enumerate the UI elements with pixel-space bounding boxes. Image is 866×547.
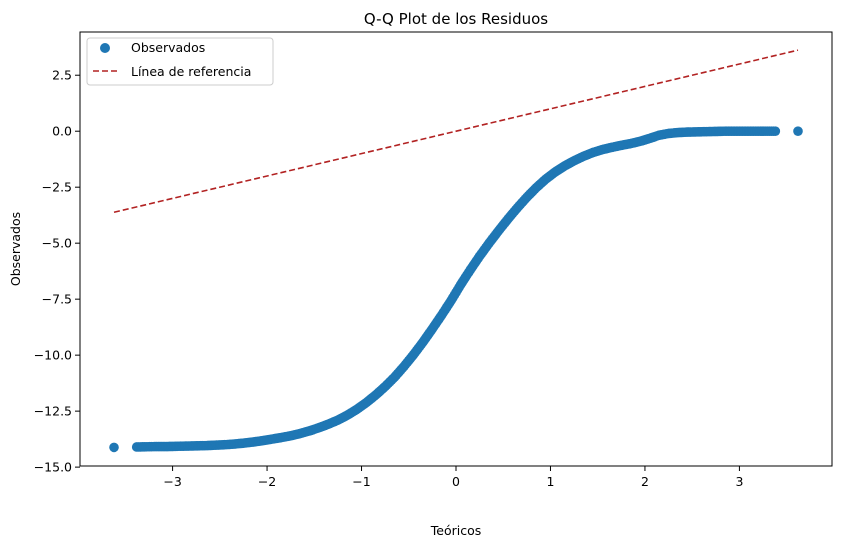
y-tick-label: −15.0: [34, 460, 72, 475]
observed-points-series: [109, 126, 803, 453]
observed-point: [770, 126, 781, 137]
legend: Observados Línea de referencia: [86, 37, 274, 86]
y-tick-label: −10.0: [34, 348, 72, 363]
chart-title: Q-Q Plot de los Residuos: [364, 10, 548, 28]
y-tick-label: −7.5: [42, 292, 72, 307]
x-tick-label: −3: [163, 474, 181, 489]
x-tick-label: 2: [641, 474, 649, 489]
reference-line: [113, 49, 799, 214]
plot-area-background: [80, 32, 832, 466]
y-axis-label: Observados: [8, 212, 23, 286]
x-tick-label: 0: [452, 474, 460, 489]
x-tick-label: −1: [352, 474, 370, 489]
y-tick-label: 2.5: [52, 68, 72, 83]
x-tick-label: 1: [546, 474, 554, 489]
y-tick-label: −2.5: [42, 180, 72, 195]
y-tick-label: −5.0: [42, 236, 72, 251]
legend-marker-observados: [100, 43, 110, 53]
y-tick-label: −12.5: [34, 404, 72, 419]
observed-point: [793, 126, 803, 137]
legend-label-referencia: Línea de referencia: [131, 64, 251, 79]
x-tick-label: −2: [258, 474, 276, 489]
y-tick-label: 0.0: [52, 124, 72, 139]
observed-point: [109, 442, 119, 453]
reference-line-series: [113, 49, 799, 214]
legend-label-observados: Observados: [131, 40, 205, 55]
x-axis-label: Teóricos: [430, 523, 482, 538]
x-tick-label: 3: [735, 474, 743, 489]
y-axis-ticks: −15.0 −12.5 −10.0 −7.5 −5.0 −2.5 0.0 2.5: [34, 68, 80, 475]
x-axis-ticks: −3 −2 −1 0 1 2 3: [163, 466, 743, 489]
legend-box: [86, 37, 274, 86]
